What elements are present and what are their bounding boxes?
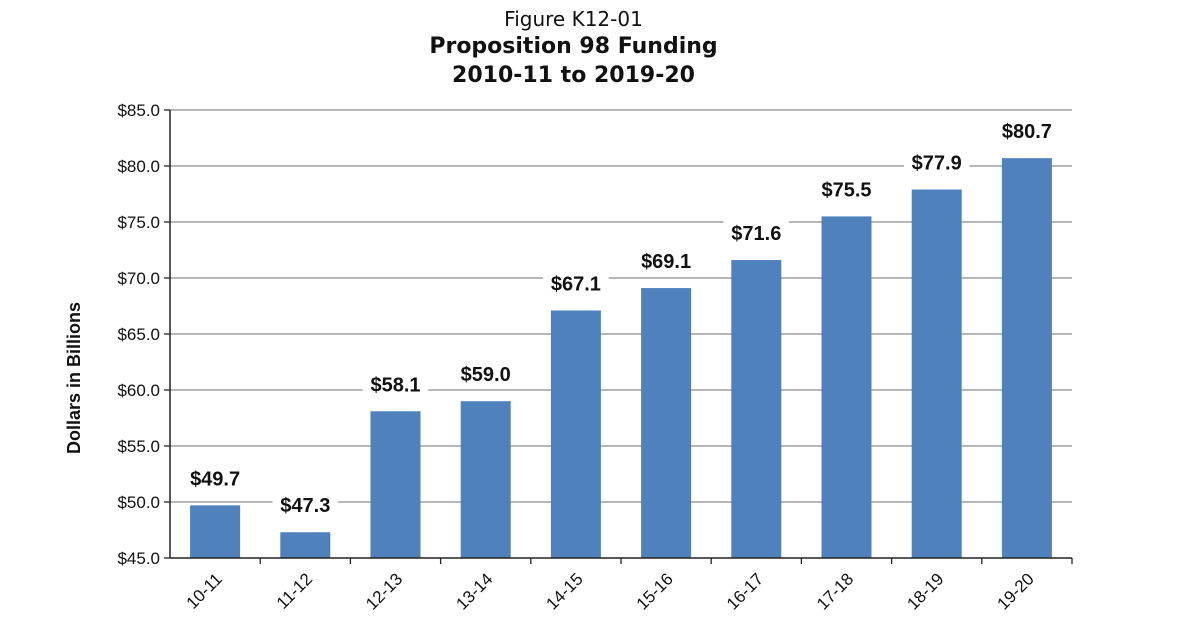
figure-number: Figure K12-01 — [504, 7, 643, 31]
x-tick-label: 10-11 — [183, 569, 226, 612]
y-tick-labels: $45.0 $50.0 $55.0 $60.0 $65.0 $70.0 $75.0 $80.0… — [117, 101, 160, 568]
chart-title: Proposition 98 Funding — [429, 34, 718, 59]
y-tick-label: $75.0 — [117, 213, 160, 232]
y-tick-label: $60.0 — [117, 381, 160, 400]
data-label: $75.5 — [821, 179, 871, 201]
x-tick-label: 16-17 — [723, 569, 767, 613]
x-tick-label: 12-13 — [362, 569, 406, 613]
data-label: $77.9 — [912, 153, 962, 175]
data-label: $47.3 — [280, 495, 330, 517]
y-tick-label: $45.0 — [117, 549, 160, 568]
data-label-background — [903, 148, 970, 175]
data-label-background — [813, 175, 880, 202]
bar — [911, 189, 962, 558]
data-label: $80.7 — [1002, 121, 1052, 143]
bar — [460, 401, 511, 558]
bar — [821, 216, 872, 558]
bar — [190, 505, 241, 558]
x-tick-label: 13-14 — [452, 569, 496, 613]
data-label: $67.1 — [551, 273, 601, 295]
data-label-background — [452, 360, 519, 387]
x-tick-labels: 10-11 11-12 12-13 13-14 14-15 15-16 16-17 17-18… — [183, 569, 1038, 613]
y-tick-label: $85.0 — [117, 101, 160, 120]
bars — [190, 158, 1052, 558]
bar — [280, 532, 331, 558]
x-tick-label: 11-12 — [273, 569, 316, 612]
y-tick-label: $70.0 — [117, 269, 160, 288]
chart-titles: Figure K12-01 Proposition 98 Funding 201… — [0, 6, 1147, 90]
x-tick-label: 15-16 — [633, 569, 677, 613]
data-label: $58.1 — [370, 374, 420, 396]
data-labels: $49.7 $47.3 $58.1 $59.0 $67.1 $69.1 $71.6 $75.5… — [182, 117, 1060, 518]
x-tick-label: 17-18 — [813, 569, 857, 613]
data-label: $69.1 — [641, 251, 691, 273]
data-label-background — [633, 247, 699, 274]
y-axis-label: Dollars in Billions — [64, 302, 84, 454]
bar — [731, 260, 782, 558]
chart-subtitle: 2010-11 to 2019-20 — [452, 63, 695, 88]
y-tick-label: $80.0 — [117, 157, 160, 176]
bar — [370, 411, 421, 558]
data-label-background — [182, 464, 248, 491]
data-label-background — [723, 219, 790, 246]
x-tick-label: 14-15 — [543, 569, 587, 613]
bar — [1001, 158, 1052, 558]
data-label-background — [994, 117, 1060, 144]
x-tick-label: 18-19 — [903, 569, 947, 613]
bar — [550, 310, 601, 558]
y-tick-label: $50.0 — [117, 493, 160, 512]
y-tick-label: $55.0 — [117, 437, 160, 456]
x-tick-label: 19-20 — [994, 569, 1038, 613]
data-label: $59.0 — [461, 364, 511, 386]
y-tick-label: $65.0 — [117, 325, 160, 344]
axes — [164, 109, 1073, 564]
data-label: $49.7 — [190, 468, 240, 490]
data-label-background — [272, 491, 339, 518]
data-label-background — [362, 370, 429, 397]
data-label-background — [543, 269, 609, 296]
data-label: $71.6 — [731, 223, 781, 245]
bar — [641, 288, 692, 558]
